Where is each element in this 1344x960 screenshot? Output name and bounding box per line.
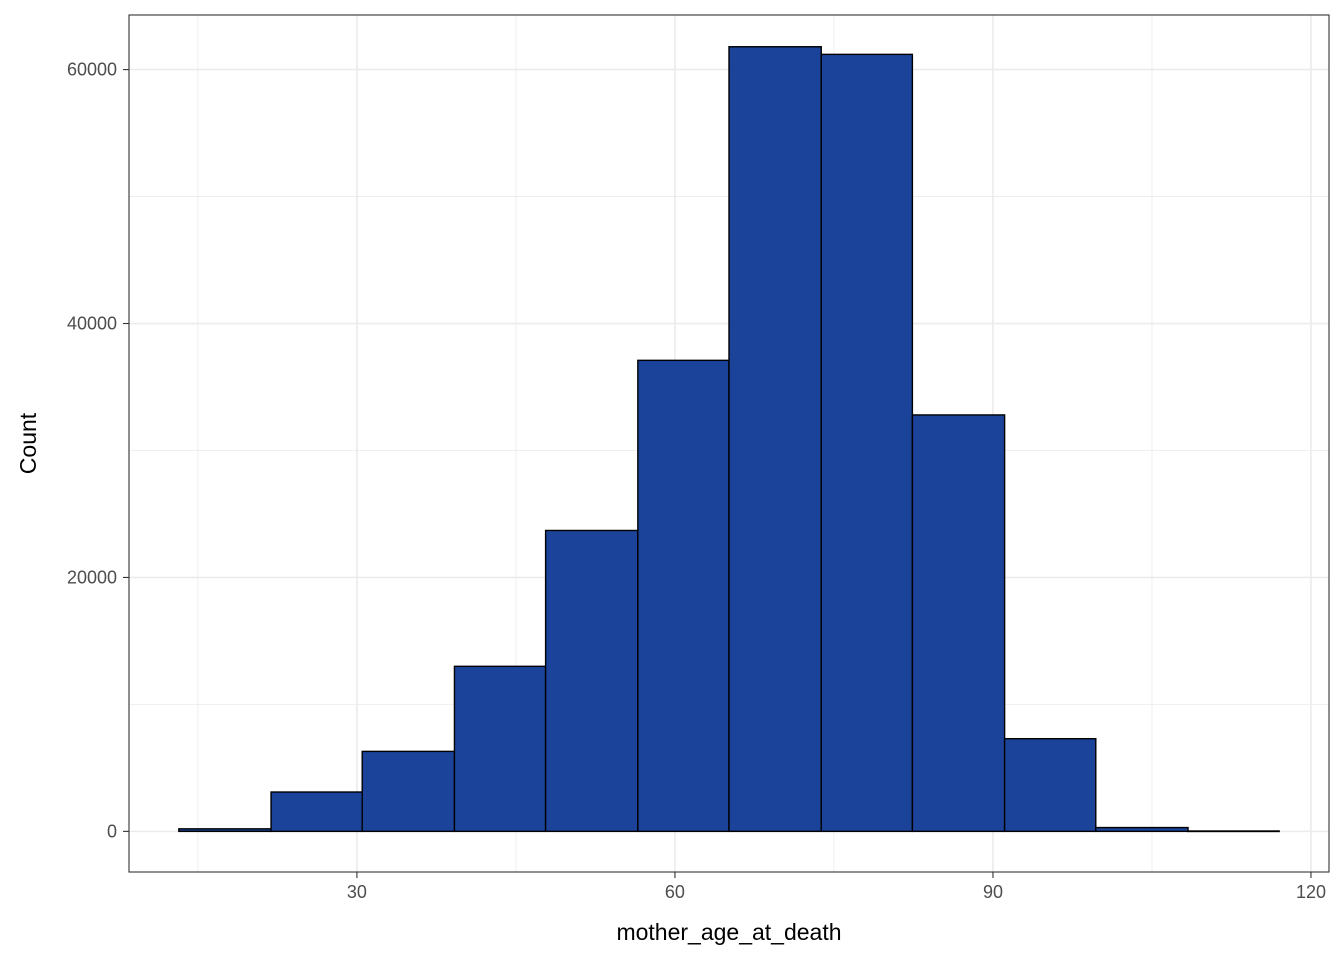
histogram-bar — [637, 359, 730, 833]
x-tick-label: 90 — [983, 882, 1003, 902]
x-tick-label: 30 — [347, 882, 367, 902]
x-tick-label: 120 — [1296, 882, 1326, 902]
histogram-bar — [1095, 826, 1189, 833]
histogram-bar — [911, 414, 1006, 833]
axis-tick-labels: 30 60 90 120 0 20000 40000 60000 — [67, 60, 1326, 902]
y-axis-title: Count — [15, 412, 41, 474]
y-tick-label: 60000 — [67, 60, 117, 80]
histogram-bar — [1187, 830, 1280, 833]
histogram-bar — [820, 53, 914, 833]
histogram-bar — [178, 828, 272, 833]
histogram-bar — [270, 791, 363, 833]
histogram-bar — [544, 529, 639, 833]
x-axis-title: mother_age_at_death — [616, 919, 841, 945]
histogram-bar — [1003, 737, 1097, 833]
panel-border — [128, 14, 1330, 873]
histogram-bar — [453, 665, 547, 833]
axis-ticks — [123, 69, 1312, 878]
y-tick-label: 20000 — [67, 567, 117, 587]
histogram-bar — [728, 46, 822, 833]
histogram-bar — [361, 750, 456, 833]
y-tick-label: 0 — [107, 821, 117, 841]
x-tick-label: 60 — [665, 882, 685, 902]
histogram-bars — [178, 46, 1280, 833]
y-tick-label: 40000 — [67, 314, 117, 334]
